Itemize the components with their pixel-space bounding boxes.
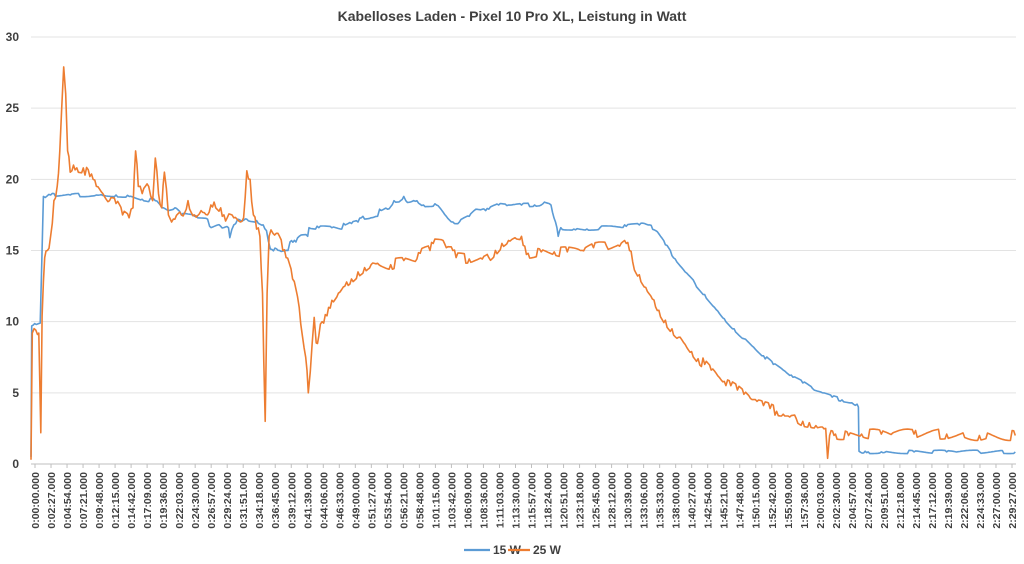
x-tick-label: 1:40:27.000	[687, 472, 699, 529]
x-tick-label: 1:30:39.000	[623, 472, 635, 529]
x-tick-label: 0:24:30.000	[190, 472, 202, 529]
y-tick-label: 0	[12, 457, 19, 471]
x-tick-label: 1:13:30.000	[510, 472, 522, 529]
gridlines	[31, 36, 1016, 465]
x-tick-label: 1:28:12.000	[607, 472, 619, 529]
x-tick-label: 2:04:57.000	[847, 472, 859, 529]
x-tick-label: 0:58:48.000	[414, 472, 426, 529]
x-tick-label: 1:50:15.000	[751, 472, 763, 529]
y-tick-label: 10	[6, 315, 20, 329]
x-tick-label: 2:17:12.000	[927, 472, 939, 529]
x-tick-label: 2:07:24.000	[863, 472, 875, 529]
x-tick-label: 0:02:27.000	[46, 472, 58, 529]
x-tick-label: 0:56:21.000	[398, 472, 410, 529]
x-tick-label: 2:29:27.000	[1007, 472, 1019, 529]
x-axis-ticks: 0:00:00.000 0:02:27.000 0:04:54.000 0:07:21…	[30, 464, 1019, 529]
x-tick-label: 2:12:18.000	[895, 472, 907, 529]
x-tick-label: 1:15:57.000	[527, 472, 539, 529]
y-tick-label: 15	[6, 244, 20, 258]
x-tick-label: 1:20:51.000	[559, 472, 571, 529]
x-tick-label: 1:11:03.000	[494, 472, 506, 528]
x-tick-label: 0:49:00.000	[350, 472, 362, 529]
x-tick-label: 1:08:36.000	[478, 472, 490, 529]
x-tick-label: 1:01:15.000	[430, 472, 442, 529]
x-tick-label: 2:27:00.000	[991, 472, 1003, 529]
x-tick-label: 2:02:30.000	[831, 472, 843, 529]
y-tick-label: 20	[6, 172, 20, 186]
x-tick-label: 1:25:45.000	[591, 472, 603, 529]
legend-label-15w: 15 W	[493, 543, 522, 557]
x-tick-label: 0:00:00.000	[30, 472, 42, 529]
x-tick-label: 0:14:42.000	[126, 472, 138, 529]
x-tick-label: 0:04:54.000	[62, 472, 74, 529]
x-tick-label: 0:07:21.000	[78, 472, 90, 529]
x-tick-label: 1:33:06.000	[639, 472, 651, 529]
x-tick-label: 0:53:54.000	[382, 472, 394, 529]
x-tick-label: 2:00:03.000	[815, 472, 827, 529]
y-tick-label: 30	[6, 30, 20, 44]
x-tick-label: 0:51:27.000	[366, 472, 378, 529]
x-tick-label: 0:41:39.000	[302, 472, 314, 529]
x-tick-label: 0:31:51.000	[238, 472, 250, 529]
x-tick-label: 2:09:51.000	[879, 472, 891, 529]
x-tick-label: 2:14:45.000	[911, 472, 923, 529]
x-tick-label: 2:19:39.000	[943, 472, 955, 529]
y-axis-ticks: 0 5 10 15 20 25 30	[6, 30, 20, 471]
x-tick-label: 0:36:45.000	[270, 472, 282, 529]
x-tick-label: 1:03:42.000	[446, 472, 458, 529]
legend: 15 W 25 W	[464, 543, 562, 557]
x-tick-label: 0:09:48.000	[94, 472, 106, 529]
x-tick-label: 1:38:00.000	[671, 472, 683, 529]
x-tick-label: 0:19:36.000	[158, 472, 170, 529]
y-tick-label: 25	[6, 101, 20, 115]
x-tick-label: 0:17:09.000	[142, 472, 154, 529]
x-tick-label: 2:24:33.000	[975, 472, 987, 529]
x-tick-label: 2:22:06.000	[959, 472, 971, 529]
x-tick-label: 1:57:36.000	[799, 472, 811, 529]
x-tick-label: 1:06:09.000	[462, 472, 474, 529]
series-line-15w	[30, 192, 1016, 457]
x-tick-label: 1:23:18.000	[575, 472, 587, 529]
x-tick-label: 1:47:48.000	[735, 472, 747, 529]
x-tick-label: 1:52:42.000	[767, 472, 779, 529]
x-tick-label: 1:18:24.000	[543, 472, 555, 529]
x-tick-label: 0:29:24.000	[222, 472, 234, 529]
x-tick-label: 0:39:12.000	[286, 472, 298, 529]
series-line-25w	[30, 66, 1017, 460]
x-tick-label: 0:46:33.000	[334, 472, 346, 529]
legend-label-25w: 25 W	[533, 543, 562, 557]
x-tick-label: 1:35:33.000	[655, 472, 667, 529]
x-tick-label: 1:42:54.000	[703, 472, 715, 529]
y-tick-label: 5	[12, 386, 19, 400]
x-tick-label: 1:45:21.000	[719, 472, 731, 529]
x-tick-label: 0:12:15.000	[110, 472, 122, 529]
x-tick-label: 0:26:57.000	[206, 472, 218, 529]
x-tick-label: 0:44:06.000	[318, 472, 330, 529]
series-lines	[30, 66, 1017, 460]
x-tick-label: 0:34:18.000	[254, 472, 266, 529]
x-tick-label: 0:22:03.000	[174, 472, 186, 529]
chart-title: Kabelloses Laden - Pixel 10 Pro XL, Leis…	[338, 8, 687, 24]
x-tick-label: 1:55:09.000	[783, 472, 795, 529]
